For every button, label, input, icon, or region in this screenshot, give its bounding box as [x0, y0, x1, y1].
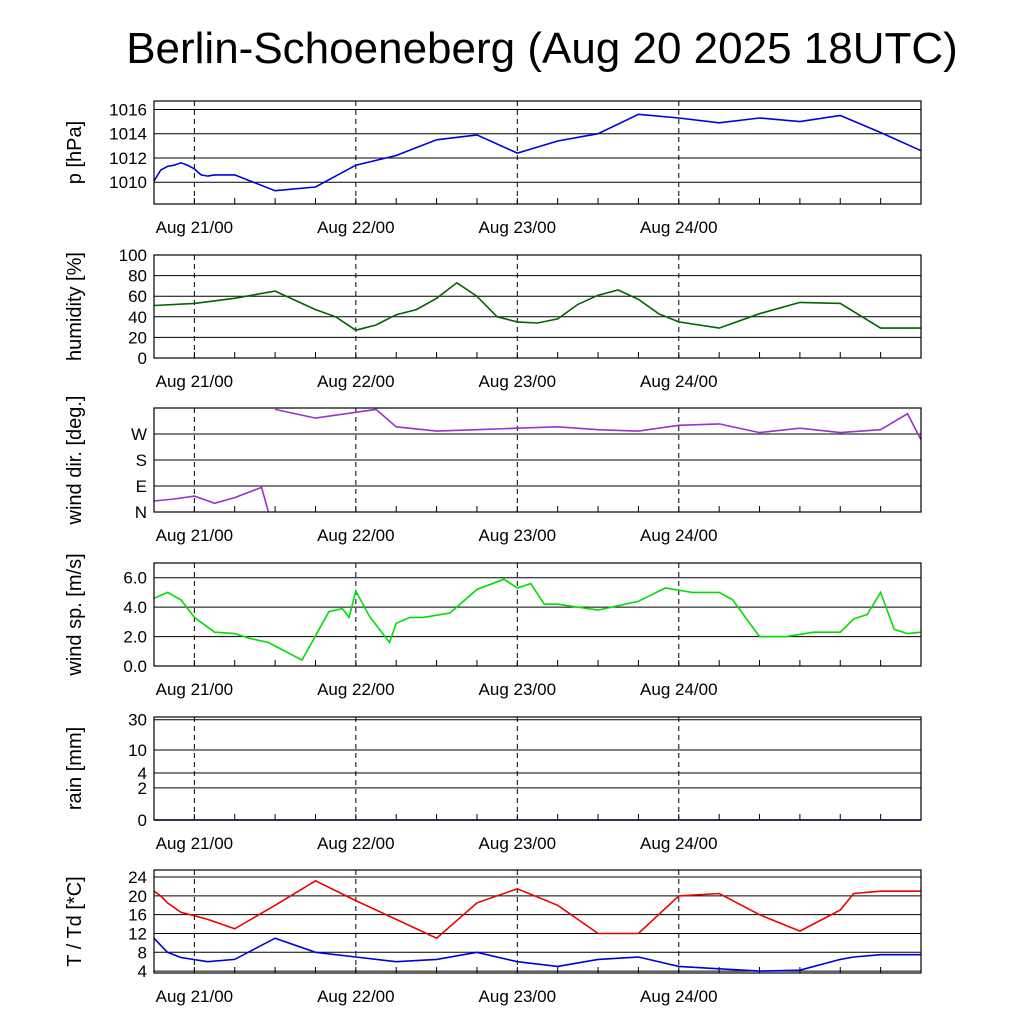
x-tick-label: Aug 21/00	[156, 526, 234, 545]
x-tick-label: Aug 22/00	[317, 987, 395, 1006]
y-tick-label: 10	[128, 741, 147, 760]
x-tick-label: Aug 24/00	[640, 680, 718, 699]
series-line-1	[153, 281, 921, 332]
series-line-1	[274, 408, 922, 441]
y-tick-label: 1010	[109, 173, 147, 192]
x-tick-label: Aug 24/00	[640, 372, 718, 391]
y-tick-label: 2.0	[123, 628, 147, 647]
y-tick-label: 24	[128, 868, 147, 887]
y-tick-label: 80	[128, 267, 147, 286]
y-axis-label: wind sp. [m/s]	[64, 553, 86, 676]
plot-frame	[153, 869, 922, 974]
y-axis-label: humidity [%]	[64, 252, 86, 361]
y-tick-label: 8	[138, 943, 147, 962]
x-tick-label: Aug 23/00	[479, 372, 557, 391]
y-tick-label: 2	[138, 779, 147, 798]
x-tick-label: Aug 21/00	[156, 372, 234, 391]
y-axis-label: p [hPa]	[64, 121, 86, 184]
y-tick-label: E	[136, 477, 147, 496]
x-tick-label: Aug 23/00	[479, 526, 557, 545]
y-axis-label: rain [mm]	[64, 727, 86, 810]
y-tick-label: 4.0	[123, 598, 147, 617]
plot-frame	[153, 562, 922, 667]
y-tick-label: 1016	[109, 100, 147, 119]
series-line-1	[153, 486, 270, 513]
y-tick-label: 0	[138, 349, 147, 368]
panel-4: 0.0 2.0 4.0 6.0 Aug 21/00 Aug 22/00 Aug 23/00 A…	[64, 553, 922, 699]
x-tick-label: Aug 24/00	[640, 834, 718, 853]
y-tick-label: 100	[119, 246, 147, 265]
plot-frame	[153, 407, 922, 513]
y-tick-label: W	[131, 425, 147, 444]
y-tick-label: N	[135, 503, 147, 522]
x-tick-label: Aug 24/00	[640, 218, 718, 237]
y-axis-label: wind dir. [deg.]	[64, 396, 86, 526]
y-tick-label: 1014	[109, 125, 147, 144]
plot-frame	[153, 254, 922, 359]
x-tick-label: Aug 23/00	[479, 834, 557, 853]
x-tick-label: Aug 22/00	[317, 834, 395, 853]
x-tick-label: Aug 24/00	[640, 526, 718, 545]
y-tick-label: 30	[128, 711, 147, 730]
x-tick-label: Aug 22/00	[317, 526, 395, 545]
x-tick-label: Aug 22/00	[317, 680, 395, 699]
y-tick-label: S	[136, 451, 147, 470]
x-tick-label: Aug 23/00	[479, 680, 557, 699]
y-tick-label: 20	[128, 887, 147, 906]
x-tick-label: Aug 22/00	[317, 372, 395, 391]
chart-title: Berlin-Schoeneberg (Aug 20 2025 18UTC)	[126, 24, 958, 73]
plot-frame	[153, 100, 922, 205]
y-tick-label: 12	[128, 924, 147, 943]
y-tick-label: 40	[128, 308, 147, 327]
y-tick-label: 0.0	[123, 657, 147, 676]
series-line-1	[153, 879, 921, 940]
x-tick-label: Aug 22/00	[317, 218, 395, 237]
y-tick-label: 16	[128, 906, 147, 925]
x-tick-label: Aug 21/00	[156, 218, 234, 237]
y-axis-label: T / Td [*C]	[64, 876, 86, 966]
x-tick-label: Aug 21/00	[156, 680, 234, 699]
x-tick-label: Aug 21/00	[156, 987, 234, 1006]
series-line-2	[153, 937, 921, 972]
y-tick-label: 6.0	[123, 569, 147, 588]
y-tick-label: 0	[138, 811, 147, 830]
x-tick-label: Aug 23/00	[479, 987, 557, 1006]
y-tick-label: 4	[138, 764, 147, 783]
y-tick-label: 1012	[109, 149, 147, 168]
plot-frame	[153, 716, 922, 821]
series-line-1	[153, 578, 922, 662]
panel-1: 1010 1012 1014 1016 Aug 21/00 Aug 22/00 Aug 23…	[64, 100, 922, 237]
series-line-1	[153, 113, 922, 192]
x-tick-label: Aug 23/00	[479, 218, 557, 237]
x-tick-label: Aug 24/00	[640, 987, 718, 1006]
y-tick-label: 4	[138, 962, 147, 981]
y-tick-label: 20	[128, 328, 147, 347]
panel-5: 0 24 10 30 Aug 21/00 Aug 22/00 Aug 23/00 Aug 24…	[64, 711, 922, 853]
x-tick-label: Aug 21/00	[156, 834, 234, 853]
y-tick-label: 60	[128, 287, 147, 306]
